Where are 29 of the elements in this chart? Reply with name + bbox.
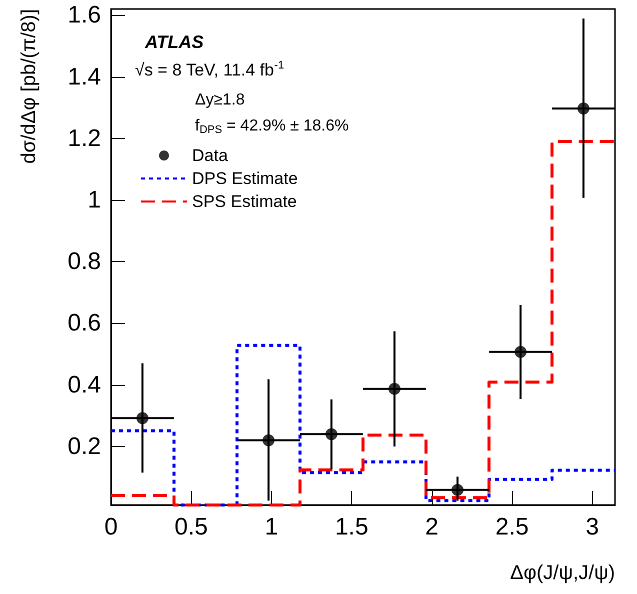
- annotation: Δy≥1.8: [195, 92, 245, 108]
- y-tick-label: 1.2: [68, 124, 101, 152]
- y-tick-label: 0.4: [68, 371, 101, 398]
- y-tick-label: 0.8: [68, 248, 101, 276]
- y-tick-label: 0.6: [68, 310, 101, 337]
- y-tick-label: 1.6: [68, 2, 101, 29]
- point: [388, 382, 400, 395]
- y-tick-label: 1: [88, 186, 101, 214]
- y-tick-label: 1.4: [68, 63, 101, 90]
- legend-label: Data: [192, 146, 228, 165]
- point: [136, 412, 148, 424]
- point: [514, 346, 527, 358]
- x-tick-label: 0: [104, 514, 118, 540]
- x-tick-label: 3: [586, 514, 599, 540]
- x-tick-label: 1: [264, 514, 278, 540]
- point: [577, 102, 590, 115]
- x-axis-title: Δφ(J/ψ,J/ψ): [510, 562, 615, 584]
- point: [262, 434, 275, 446]
- x-tick-label: 1.5: [334, 514, 368, 540]
- x-tick-label: 2.5: [495, 514, 529, 540]
- annotation: ATLAS: [144, 32, 204, 52]
- x-tick-label: 0.5: [174, 514, 208, 540]
- y-tick-label: 0.2: [68, 432, 101, 460]
- y-axis-title: dσ/dΔφ [pb/(π/8)]: [18, 9, 40, 164]
- x-tick-label: 2: [425, 514, 439, 540]
- legend-label: DPS Estimate: [192, 169, 298, 188]
- point: [325, 428, 338, 440]
- legend-label: SPS Estimate: [192, 192, 297, 211]
- point: [452, 484, 464, 496]
